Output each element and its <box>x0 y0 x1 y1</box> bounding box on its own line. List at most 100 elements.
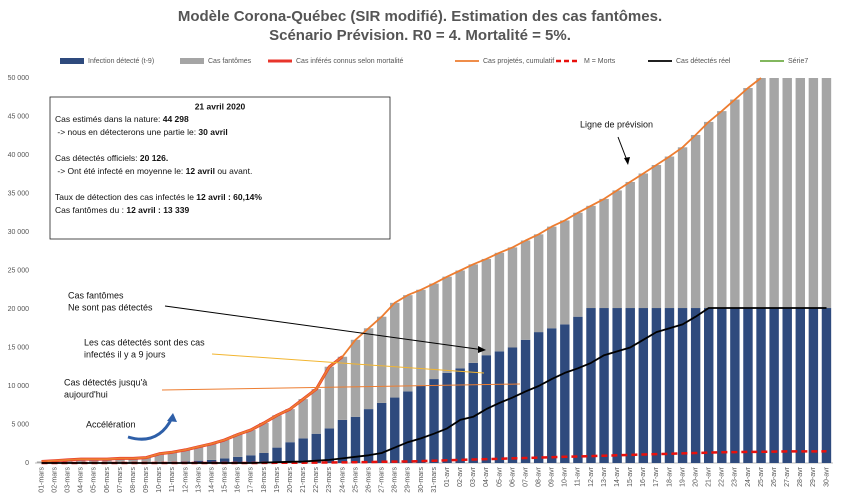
annotation: infectés il y a 9 jours <box>84 349 166 359</box>
bar <box>808 78 819 309</box>
bar <box>782 78 792 309</box>
bar <box>664 308 675 463</box>
legend-label: Cas détectés réel <box>676 58 731 65</box>
textbox-text: 44 298 <box>163 114 189 124</box>
y-tick-label: 15 000 <box>8 344 30 351</box>
x-tick-label: 28-avr <box>797 466 804 487</box>
bar <box>246 429 256 456</box>
bar <box>337 356 348 420</box>
bar <box>664 156 675 309</box>
x-tick-label: 02-mars <box>51 467 58 493</box>
x-tick-label: 19-avr <box>679 466 686 487</box>
legend-swatch <box>180 58 204 64</box>
x-tick-label: 18-mars <box>261 467 268 493</box>
bar <box>115 458 125 463</box>
bar <box>259 422 269 453</box>
x-tick-label: 15-avr <box>627 466 634 487</box>
bar <box>743 88 753 309</box>
bar <box>730 99 740 309</box>
textbox-text: 12 avril : 60,14% <box>196 192 262 202</box>
bar <box>690 134 701 309</box>
x-tick-label: 03-mars <box>65 467 72 493</box>
bar <box>376 316 387 403</box>
bar <box>821 308 832 463</box>
chart-subtitle: Scénario Prévision. R0 = 4. Mortalité = … <box>269 27 571 44</box>
x-tick-label: 20-avr <box>692 466 699 487</box>
bar <box>429 283 439 380</box>
bar <box>363 409 374 463</box>
bar <box>324 366 335 429</box>
bar <box>219 458 230 463</box>
bar <box>246 455 256 463</box>
legend-label: Cas fantômes <box>208 58 252 65</box>
x-tick-label: 13-mars <box>195 467 202 493</box>
bar <box>272 415 282 448</box>
arrowhead <box>167 413 177 422</box>
annotation: Ne sont pas détectés <box>68 302 153 312</box>
textbox-text: Cas détectés officiels: <box>55 153 140 163</box>
legend-swatch <box>60 58 84 64</box>
annotations: Ligne de prévision Cas fantômes Ne sont … <box>64 119 653 441</box>
bar <box>651 165 662 309</box>
bar <box>507 347 518 463</box>
x-tick-label: 24-mars <box>339 467 346 493</box>
legend-label: Cas inférés connus selon mortalité <box>296 58 403 65</box>
y-tick-label: 25 000 <box>8 267 30 274</box>
bar <box>520 339 531 463</box>
textbox-line: -> nous en détecterons une partie le: 30… <box>55 127 228 137</box>
bar <box>272 447 282 463</box>
x-tick-label: 09-mars <box>143 467 150 493</box>
bar <box>403 391 413 463</box>
bar <box>429 379 439 463</box>
bar <box>547 328 557 463</box>
x-tick-label: 13-avr <box>601 466 608 487</box>
textbox-line: Cas estimés dans la nature: 44 298 <box>55 114 189 124</box>
bar <box>180 449 191 462</box>
bar <box>769 78 779 309</box>
legend-label: Cas projetés, cumulatif <box>483 58 554 65</box>
bar <box>494 252 505 352</box>
y-tick-label: 5 000 <box>11 421 29 428</box>
bar <box>651 308 662 463</box>
bar <box>507 247 518 348</box>
annotation: Cas fantômes <box>68 290 124 300</box>
bar <box>324 428 335 463</box>
line <box>41 77 762 463</box>
bar <box>311 433 321 463</box>
bar <box>573 212 583 317</box>
x-tick-label: 20-mars <box>287 467 294 493</box>
chart-title: Modèle Corona-Québec (SIR modifié). Esti… <box>178 8 662 25</box>
x-tick-label: 28-mars <box>392 467 399 493</box>
y-tick-label: 35 000 <box>8 190 30 197</box>
textbox: 21 avril 2020 Cas estimés dans la nature:… <box>55 101 262 215</box>
bar <box>442 372 452 463</box>
bar <box>586 308 596 463</box>
x-tick-label: 12-mars <box>182 467 189 493</box>
x-tick-label: 30-avr <box>823 466 830 487</box>
bar <box>455 368 465 463</box>
x-tick-label: 14-mars <box>208 467 215 493</box>
y-tick-label: 10 000 <box>8 383 30 390</box>
bar <box>612 308 622 463</box>
bar <box>547 226 557 329</box>
bar <box>677 308 688 463</box>
arrow <box>211 353 485 374</box>
bar <box>481 258 492 356</box>
bar <box>756 308 766 463</box>
bar <box>677 147 688 309</box>
bar <box>704 121 714 309</box>
x-tick-label: 18-avr <box>666 466 673 487</box>
bar <box>808 308 819 463</box>
bar <box>390 397 400 463</box>
x-tick-label: 31-mars <box>431 467 438 493</box>
bar <box>704 308 714 463</box>
x-tick-label: 23-avr <box>732 466 739 487</box>
textbox-line: Cas fantômes du : 12 avril : 13 339 <box>55 205 189 215</box>
bar <box>363 328 374 410</box>
x-tick-label: 27-mars <box>379 467 386 493</box>
x-tick-label: 22-avr <box>719 466 726 487</box>
bar <box>206 459 217 463</box>
bar <box>560 324 570 463</box>
annotation: Accélération <box>86 419 136 429</box>
y-tick-label: 45 000 <box>8 113 30 120</box>
